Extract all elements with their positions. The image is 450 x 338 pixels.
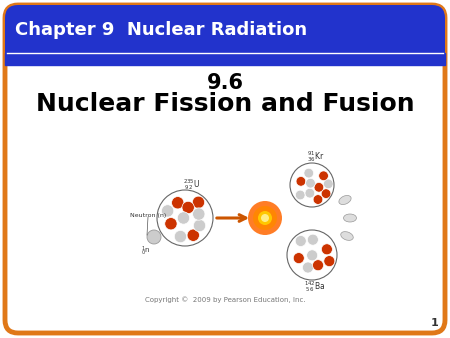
Circle shape xyxy=(261,214,269,222)
Circle shape xyxy=(192,196,205,209)
Circle shape xyxy=(174,231,187,243)
Circle shape xyxy=(248,201,282,235)
Circle shape xyxy=(187,229,199,241)
Text: $^{235}_{\ 92}$U: $^{235}_{\ 92}$U xyxy=(183,177,200,192)
Circle shape xyxy=(304,168,314,178)
Circle shape xyxy=(293,252,304,264)
Circle shape xyxy=(253,206,277,230)
Text: $^1_0$n: $^1_0$n xyxy=(141,244,151,258)
Circle shape xyxy=(307,234,318,245)
Circle shape xyxy=(313,260,324,271)
Circle shape xyxy=(295,236,306,246)
Circle shape xyxy=(296,176,306,186)
Circle shape xyxy=(302,262,314,273)
Text: 1: 1 xyxy=(431,318,439,328)
Circle shape xyxy=(324,179,333,189)
Circle shape xyxy=(321,189,331,198)
Text: Neutron (n): Neutron (n) xyxy=(130,213,166,217)
Circle shape xyxy=(321,244,333,255)
Circle shape xyxy=(314,183,324,192)
FancyBboxPatch shape xyxy=(5,5,445,333)
Ellipse shape xyxy=(343,214,356,222)
Circle shape xyxy=(306,178,315,188)
Circle shape xyxy=(258,211,272,225)
Circle shape xyxy=(295,190,305,200)
Ellipse shape xyxy=(341,232,353,240)
Bar xyxy=(5,53,445,65)
Circle shape xyxy=(171,197,184,209)
Circle shape xyxy=(177,212,189,224)
Ellipse shape xyxy=(339,195,351,204)
Text: $^{142}_{\ 56}$Ba: $^{142}_{\ 56}$Ba xyxy=(304,280,326,294)
Text: Chapter 9  Nuclear Radiation: Chapter 9 Nuclear Radiation xyxy=(15,21,307,39)
Circle shape xyxy=(182,201,194,214)
Text: Nuclear Fission and Fusion: Nuclear Fission and Fusion xyxy=(36,92,414,116)
Circle shape xyxy=(162,205,174,217)
Circle shape xyxy=(324,256,335,267)
Text: Copyright ©  2009 by Pearson Education, Inc.: Copyright © 2009 by Pearson Education, I… xyxy=(145,297,305,303)
Circle shape xyxy=(319,171,328,180)
Circle shape xyxy=(306,250,318,261)
FancyBboxPatch shape xyxy=(5,5,445,65)
Circle shape xyxy=(147,230,161,244)
Text: 9.6: 9.6 xyxy=(207,73,243,93)
Circle shape xyxy=(165,218,177,230)
Circle shape xyxy=(313,195,323,204)
Text: $^{91}_{36}$Kr: $^{91}_{36}$Kr xyxy=(307,149,324,165)
Circle shape xyxy=(305,188,315,198)
Circle shape xyxy=(193,208,205,220)
Circle shape xyxy=(194,219,206,232)
